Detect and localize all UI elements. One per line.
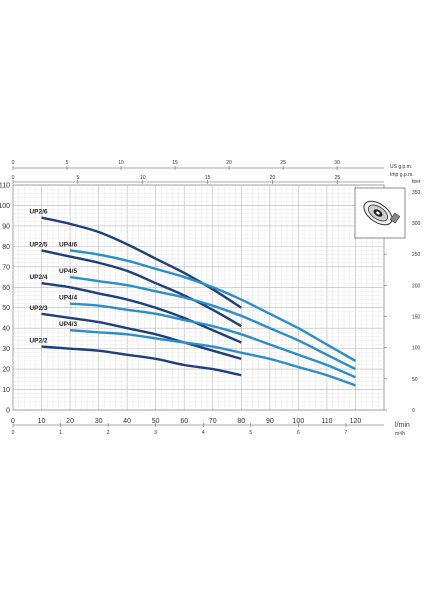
curve-up2-4 [41, 281, 242, 344]
y-tick-label: 20 [2, 367, 10, 374]
x-tick-label: 80 [237, 418, 245, 425]
feet-axis-label: feet [412, 179, 421, 185]
series-label: UP2/4 [29, 274, 47, 281]
secondary-top-axes: US g.p.m. Imp g.p.m. feet [13, 164, 421, 185]
series-label: UP2/2 [29, 338, 47, 345]
impgpm-tick-label: 25 [335, 175, 341, 181]
m3h-tick-label: 7 [345, 430, 348, 436]
m3h-tick-label: 2 [107, 430, 110, 436]
series-label: UP2/3 [29, 305, 47, 312]
usgpm-tick-label: 30 [334, 160, 340, 166]
x-tick-label: 120 [350, 418, 362, 425]
usgpm-tick-label: 5 [66, 160, 69, 166]
usgpm-tick-label: 0 [12, 160, 15, 166]
pump-image-inset [354, 187, 406, 239]
curve-up2-6 [41, 216, 242, 309]
impgpm-tick-label: 15 [205, 175, 211, 181]
m3h-tick-label: 6 [297, 430, 300, 436]
series-labels: UP2/6 UP2/5 UP2/4 UP2/3 UP2/2 UP4/6 UP4/5 UP4/4… [29, 209, 77, 345]
m3h-tick-label: 4 [202, 430, 205, 436]
y-tick-label: 100 [0, 203, 10, 210]
usgpm-axis-label: US g.p.m. [390, 164, 412, 170]
y-tick-label: 80 [2, 244, 10, 251]
series-label: UP4/5 [59, 268, 77, 275]
curve-up4-4 [69, 302, 356, 379]
curve-up2-3 [41, 312, 242, 361]
usgpm-tick-label: 25 [280, 160, 286, 166]
y-tick-label: 10 [2, 387, 10, 394]
usgpm-tick-label: 10 [118, 160, 124, 166]
x-tick-label: 30 [95, 418, 103, 425]
m3h-tick-label: 0 [12, 430, 15, 436]
series-label: UP4/4 [59, 295, 77, 302]
y-tick-label: 60 [2, 285, 10, 292]
feet-tick-label: 150 [412, 314, 421, 320]
m3h-tick-label: 3 [154, 430, 157, 436]
x-tick-label: 100 [293, 418, 305, 425]
impgpm-tick-label: 10 [140, 175, 146, 181]
curves [41, 216, 357, 387]
feet-tick-label: 50 [412, 377, 418, 383]
y-tick-label: 90 [2, 223, 10, 230]
impgpm-tick-label: 0 [12, 175, 15, 181]
usgpm-tick-label: 15 [172, 160, 178, 166]
series-label: UP4/6 [59, 241, 77, 248]
feet-tick-label: 250 [412, 252, 421, 258]
bottom-axes: l/min m³/h [13, 422, 410, 437]
x-axis-unit-label: l/min [395, 422, 410, 429]
impgpm-tick-label: 5 [76, 175, 79, 181]
usgpm-tick-label: 20 [226, 160, 232, 166]
x-tick-label: 50 [152, 418, 160, 425]
feet-tick-label: 200 [412, 283, 421, 289]
series-label: UP2/5 [29, 241, 47, 248]
feet-tick-label: 300 [412, 221, 421, 227]
feet-tick-label: 0 [412, 408, 415, 414]
x-tick-label: 0 [11, 418, 15, 425]
feet-tick-label: 100 [412, 346, 421, 352]
x-tick-label: 10 [38, 418, 46, 425]
y-tick-label: 110 [0, 183, 10, 190]
x-tick-label: 20 [66, 418, 74, 425]
curve-up2-5 [41, 249, 242, 328]
series-label: UP2/6 [29, 209, 47, 216]
x-tick-label: 60 [180, 418, 188, 425]
y-tick-label: 40 [2, 326, 10, 333]
pump-icon [363, 200, 401, 226]
curve-up4-3 [69, 329, 356, 387]
x-tick-label: 70 [209, 418, 217, 425]
m3h-tick-label: 1 [59, 430, 62, 436]
series-label: UP4/3 [59, 321, 77, 328]
plot-area [12, 184, 385, 411]
x-tick-label: 90 [266, 418, 274, 425]
y-tick-label: 70 [2, 264, 10, 271]
m3h-tick-label: 5 [249, 430, 252, 436]
curve-up4-5 [69, 275, 356, 371]
y-tick-label: 0 [6, 408, 10, 415]
m3h-axis-label: m³/h [395, 431, 405, 437]
x-tick-label: 110 [321, 418, 332, 425]
x-tick-label: 40 [123, 418, 131, 425]
y-tick-label: 50 [2, 305, 10, 312]
tick-labels: 0 10 20 30 40 50 60 70 80 90 100 110 120010203040506… [0, 160, 421, 436]
impgpm-axis-label: Imp g.p.m. [390, 172, 414, 178]
y-tick-label: 30 [2, 346, 10, 353]
curve-up2-2 [41, 345, 242, 377]
impgpm-tick-label: 20 [270, 175, 276, 181]
feet-tick-label: 350 [412, 190, 421, 196]
curve-up4-6 [69, 249, 357, 362]
